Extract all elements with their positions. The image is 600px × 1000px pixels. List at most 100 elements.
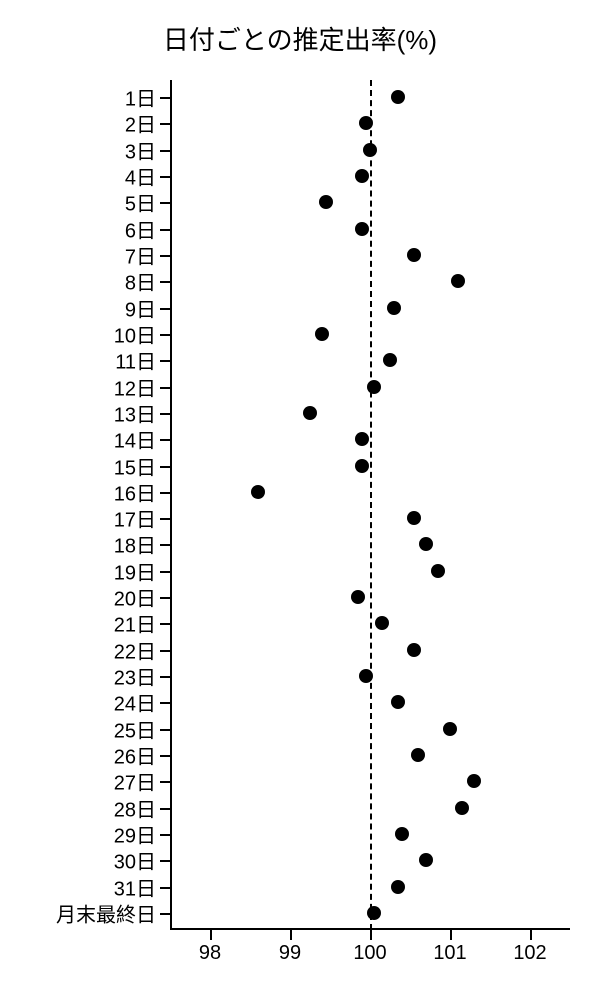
data-point [355, 432, 369, 446]
y-tick-label: 22日 [114, 635, 156, 664]
y-tick [160, 466, 170, 468]
y-tick-label: 10日 [114, 319, 156, 348]
x-tick-label: 101 [433, 942, 466, 965]
data-point [391, 90, 405, 104]
data-point [303, 406, 317, 420]
y-tick [160, 623, 170, 625]
y-tick-label: 4日 [125, 161, 156, 190]
y-tick-label: 29日 [114, 820, 156, 849]
y-tick [160, 439, 170, 441]
y-tick-label: 31日 [114, 872, 156, 901]
data-point [351, 590, 365, 604]
data-point [411, 748, 425, 762]
y-tick-label: 1日 [125, 83, 156, 112]
plot-area: 1日2日3日4日5日6日7日8日9日10日11日12日13日14日15日16日1… [170, 80, 570, 930]
y-tick [160, 702, 170, 704]
y-tick-label: 14日 [114, 425, 156, 454]
y-tick [160, 360, 170, 362]
y-tick-label: 26日 [114, 741, 156, 770]
y-tick [160, 176, 170, 178]
data-point [455, 801, 469, 815]
y-tick-label: 6日 [125, 214, 156, 243]
data-point [355, 222, 369, 236]
y-tick [160, 334, 170, 336]
x-tick [210, 930, 212, 940]
data-point [387, 301, 401, 315]
y-tick-label: 月末最終日 [56, 899, 156, 928]
data-point [407, 511, 421, 525]
x-tick [530, 930, 532, 940]
y-tick [160, 781, 170, 783]
data-point [363, 143, 377, 157]
data-point [431, 564, 445, 578]
x-tick-label: 102 [513, 942, 546, 965]
data-point [391, 695, 405, 709]
y-tick [160, 808, 170, 810]
data-point [419, 537, 433, 551]
y-tick [160, 97, 170, 99]
data-point [407, 248, 421, 262]
y-tick [160, 413, 170, 415]
y-tick [160, 650, 170, 652]
y-tick [160, 597, 170, 599]
y-tick-label: 12日 [114, 372, 156, 401]
data-point [355, 169, 369, 183]
y-tick [160, 755, 170, 757]
y-tick [160, 518, 170, 520]
x-tick [290, 930, 292, 940]
y-tick-label: 3日 [125, 135, 156, 164]
y-tick-label: 9日 [125, 293, 156, 322]
x-tick [450, 930, 452, 940]
y-tick-label: 16日 [114, 477, 156, 506]
y-tick-label: 18日 [114, 530, 156, 559]
data-point [407, 643, 421, 657]
x-tick-label: 98 [199, 942, 221, 965]
y-tick-label: 20日 [114, 583, 156, 612]
y-tick-label: 23日 [114, 662, 156, 691]
y-tick-label: 25日 [114, 714, 156, 743]
y-tick-label: 17日 [114, 504, 156, 533]
y-tick [160, 202, 170, 204]
data-point [315, 327, 329, 341]
y-tick-label: 19日 [114, 556, 156, 585]
data-point [359, 669, 373, 683]
chart-page: 日付ごとの推定出率(%) 1日2日3日4日5日6日7日8日9日10日11日12日… [0, 0, 600, 1000]
reference-line [370, 80, 372, 930]
data-point [451, 274, 465, 288]
x-tick-label: 99 [279, 942, 301, 965]
y-tick-label: 21日 [114, 609, 156, 638]
data-point [383, 353, 397, 367]
y-tick [160, 281, 170, 283]
y-tick-label: 13日 [114, 398, 156, 427]
data-point [443, 722, 457, 736]
data-point [391, 880, 405, 894]
y-tick-label: 15日 [114, 451, 156, 480]
data-point [419, 853, 433, 867]
y-tick-label: 11日 [115, 346, 156, 375]
x-tick-label: 100 [353, 942, 386, 965]
y-tick [160, 887, 170, 889]
x-tick [370, 930, 372, 940]
y-tick [160, 229, 170, 231]
data-point [251, 485, 265, 499]
y-tick-label: 30日 [114, 846, 156, 875]
y-tick [160, 676, 170, 678]
data-point [467, 774, 481, 788]
y-tick [160, 150, 170, 152]
y-tick [160, 387, 170, 389]
y-tick [160, 492, 170, 494]
y-tick [160, 913, 170, 915]
y-tick-label: 28日 [114, 793, 156, 822]
y-tick [160, 255, 170, 257]
data-point [355, 459, 369, 473]
data-point [367, 380, 381, 394]
data-point [367, 906, 381, 920]
chart-title: 日付ごとの推定出率(%) [0, 20, 600, 57]
y-tick [160, 860, 170, 862]
y-tick-label: 7日 [125, 240, 156, 269]
y-tick-label: 24日 [114, 688, 156, 717]
y-tick [160, 834, 170, 836]
y-tick [160, 123, 170, 125]
y-tick [160, 729, 170, 731]
y-tick-label: 5日 [125, 188, 156, 217]
